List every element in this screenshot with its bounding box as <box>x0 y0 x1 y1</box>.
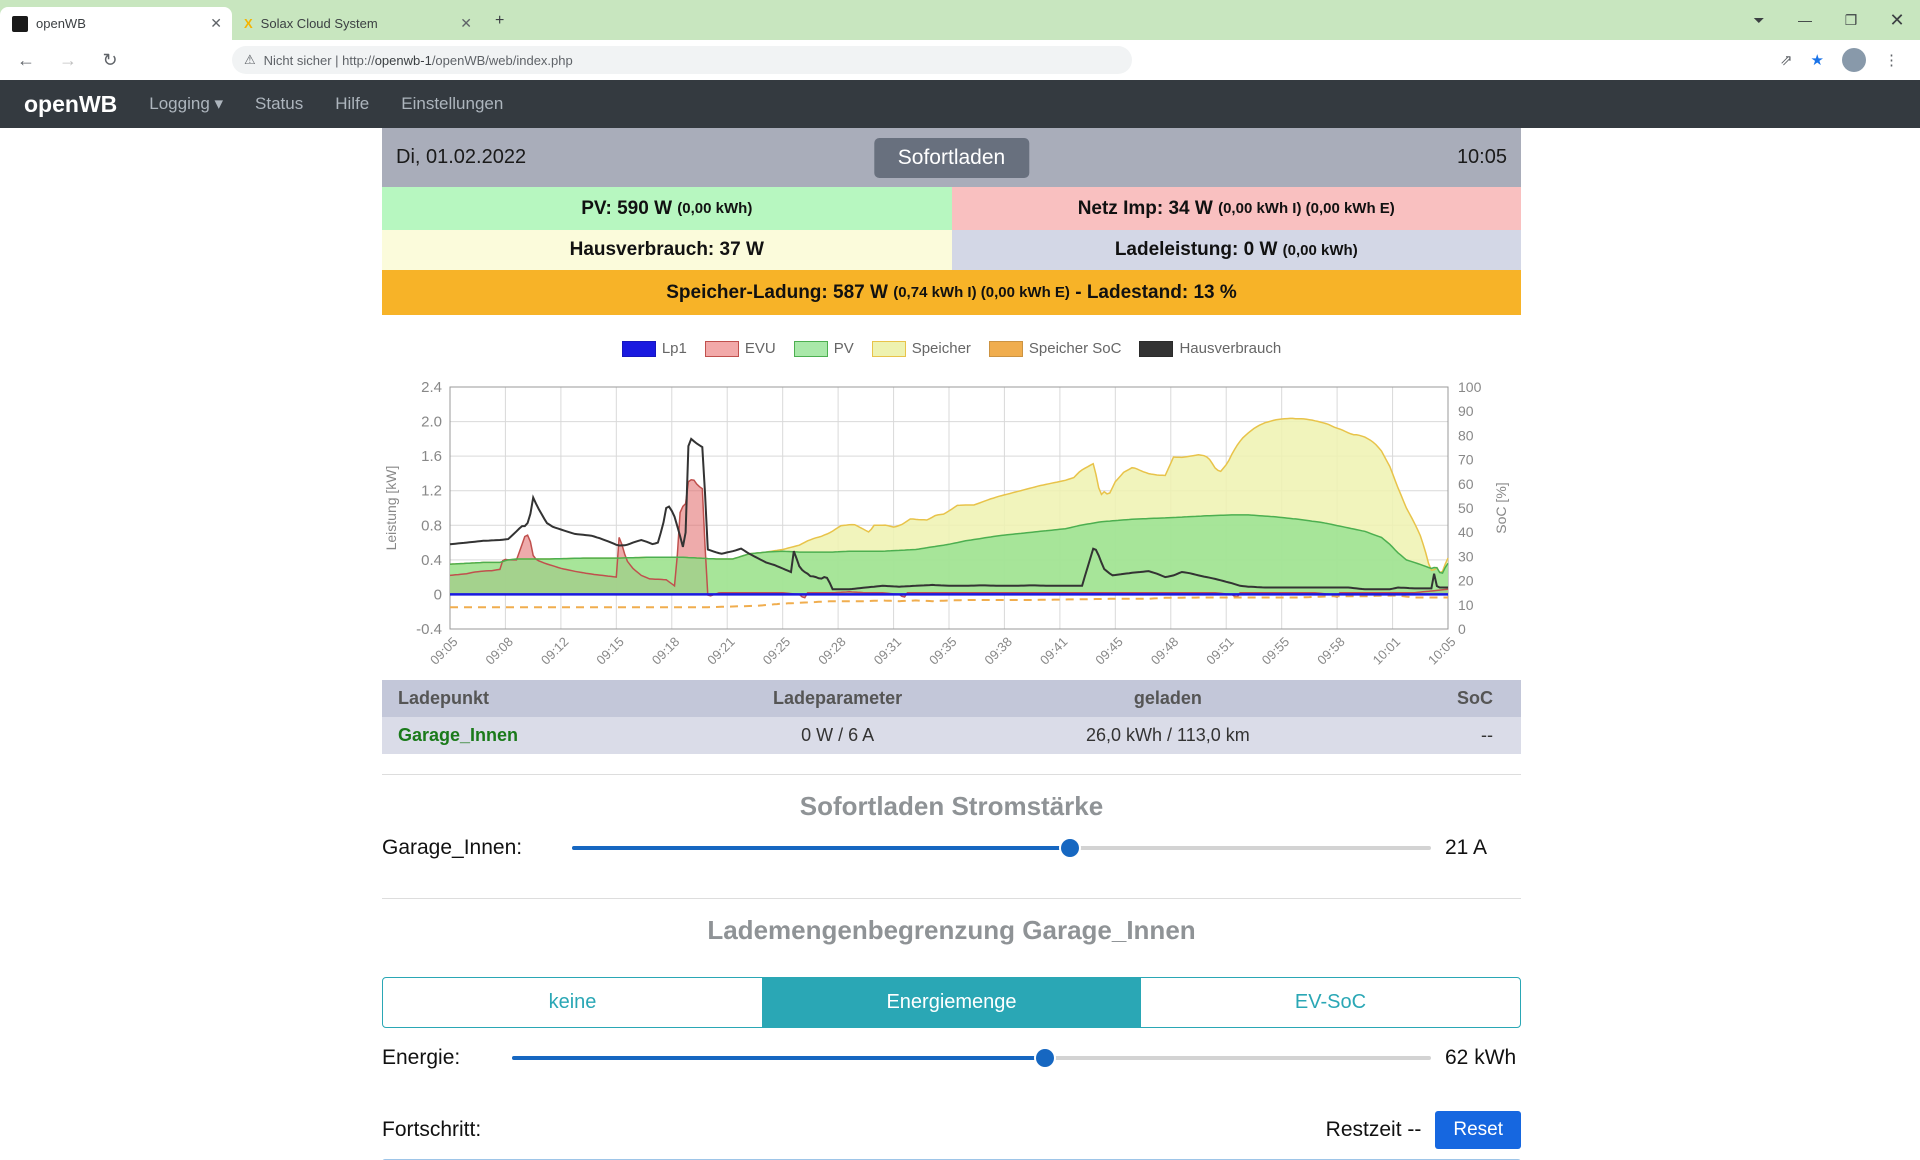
svg-text:80: 80 <box>1458 427 1474 443</box>
svg-text:09:51: 09:51 <box>1203 634 1237 668</box>
svg-text:09:15: 09:15 <box>593 634 627 668</box>
svg-text:2.4: 2.4 <box>421 379 442 396</box>
svg-text:100: 100 <box>1458 379 1482 395</box>
svg-text:0: 0 <box>434 586 442 603</box>
svg-text:09:18: 09:18 <box>649 634 683 668</box>
svg-text:90: 90 <box>1458 403 1474 419</box>
svg-text:Leistung [kW]: Leistung [kW] <box>383 466 399 551</box>
svg-text:0: 0 <box>1458 621 1466 637</box>
svg-text:0.4: 0.4 <box>421 552 442 569</box>
svg-text:09:28: 09:28 <box>815 634 849 668</box>
svg-text:0.8: 0.8 <box>421 517 442 534</box>
svg-text:09:05: 09:05 <box>427 634 461 668</box>
svg-text:09:08: 09:08 <box>482 634 516 668</box>
svg-text:-0.4: -0.4 <box>416 621 442 638</box>
svg-text:30: 30 <box>1458 548 1474 564</box>
svg-text:1.2: 1.2 <box>421 483 442 500</box>
svg-text:09:58: 09:58 <box>1314 634 1348 668</box>
svg-text:40: 40 <box>1458 524 1474 540</box>
svg-text:60: 60 <box>1458 476 1474 492</box>
svg-text:09:25: 09:25 <box>760 634 794 668</box>
svg-text:09:12: 09:12 <box>538 634 572 668</box>
svg-text:09:48: 09:48 <box>1148 634 1182 668</box>
svg-text:10:01: 10:01 <box>1370 634 1404 668</box>
svg-text:2.0: 2.0 <box>421 414 442 431</box>
svg-text:09:31: 09:31 <box>871 634 905 668</box>
svg-text:09:35: 09:35 <box>926 634 960 668</box>
svg-text:09:45: 09:45 <box>1092 634 1126 668</box>
svg-text:09:38: 09:38 <box>981 634 1015 668</box>
svg-text:70: 70 <box>1458 452 1474 468</box>
svg-text:1.6: 1.6 <box>421 448 442 465</box>
svg-text:09:41: 09:41 <box>1037 634 1071 668</box>
svg-text:10: 10 <box>1458 597 1474 613</box>
svg-text:SoC [%]: SoC [%] <box>1493 482 1509 533</box>
svg-text:09:21: 09:21 <box>704 634 738 668</box>
svg-text:50: 50 <box>1458 500 1474 516</box>
svg-text:09:55: 09:55 <box>1259 634 1293 668</box>
svg-text:10:05: 10:05 <box>1425 634 1459 668</box>
svg-text:20: 20 <box>1458 573 1474 589</box>
